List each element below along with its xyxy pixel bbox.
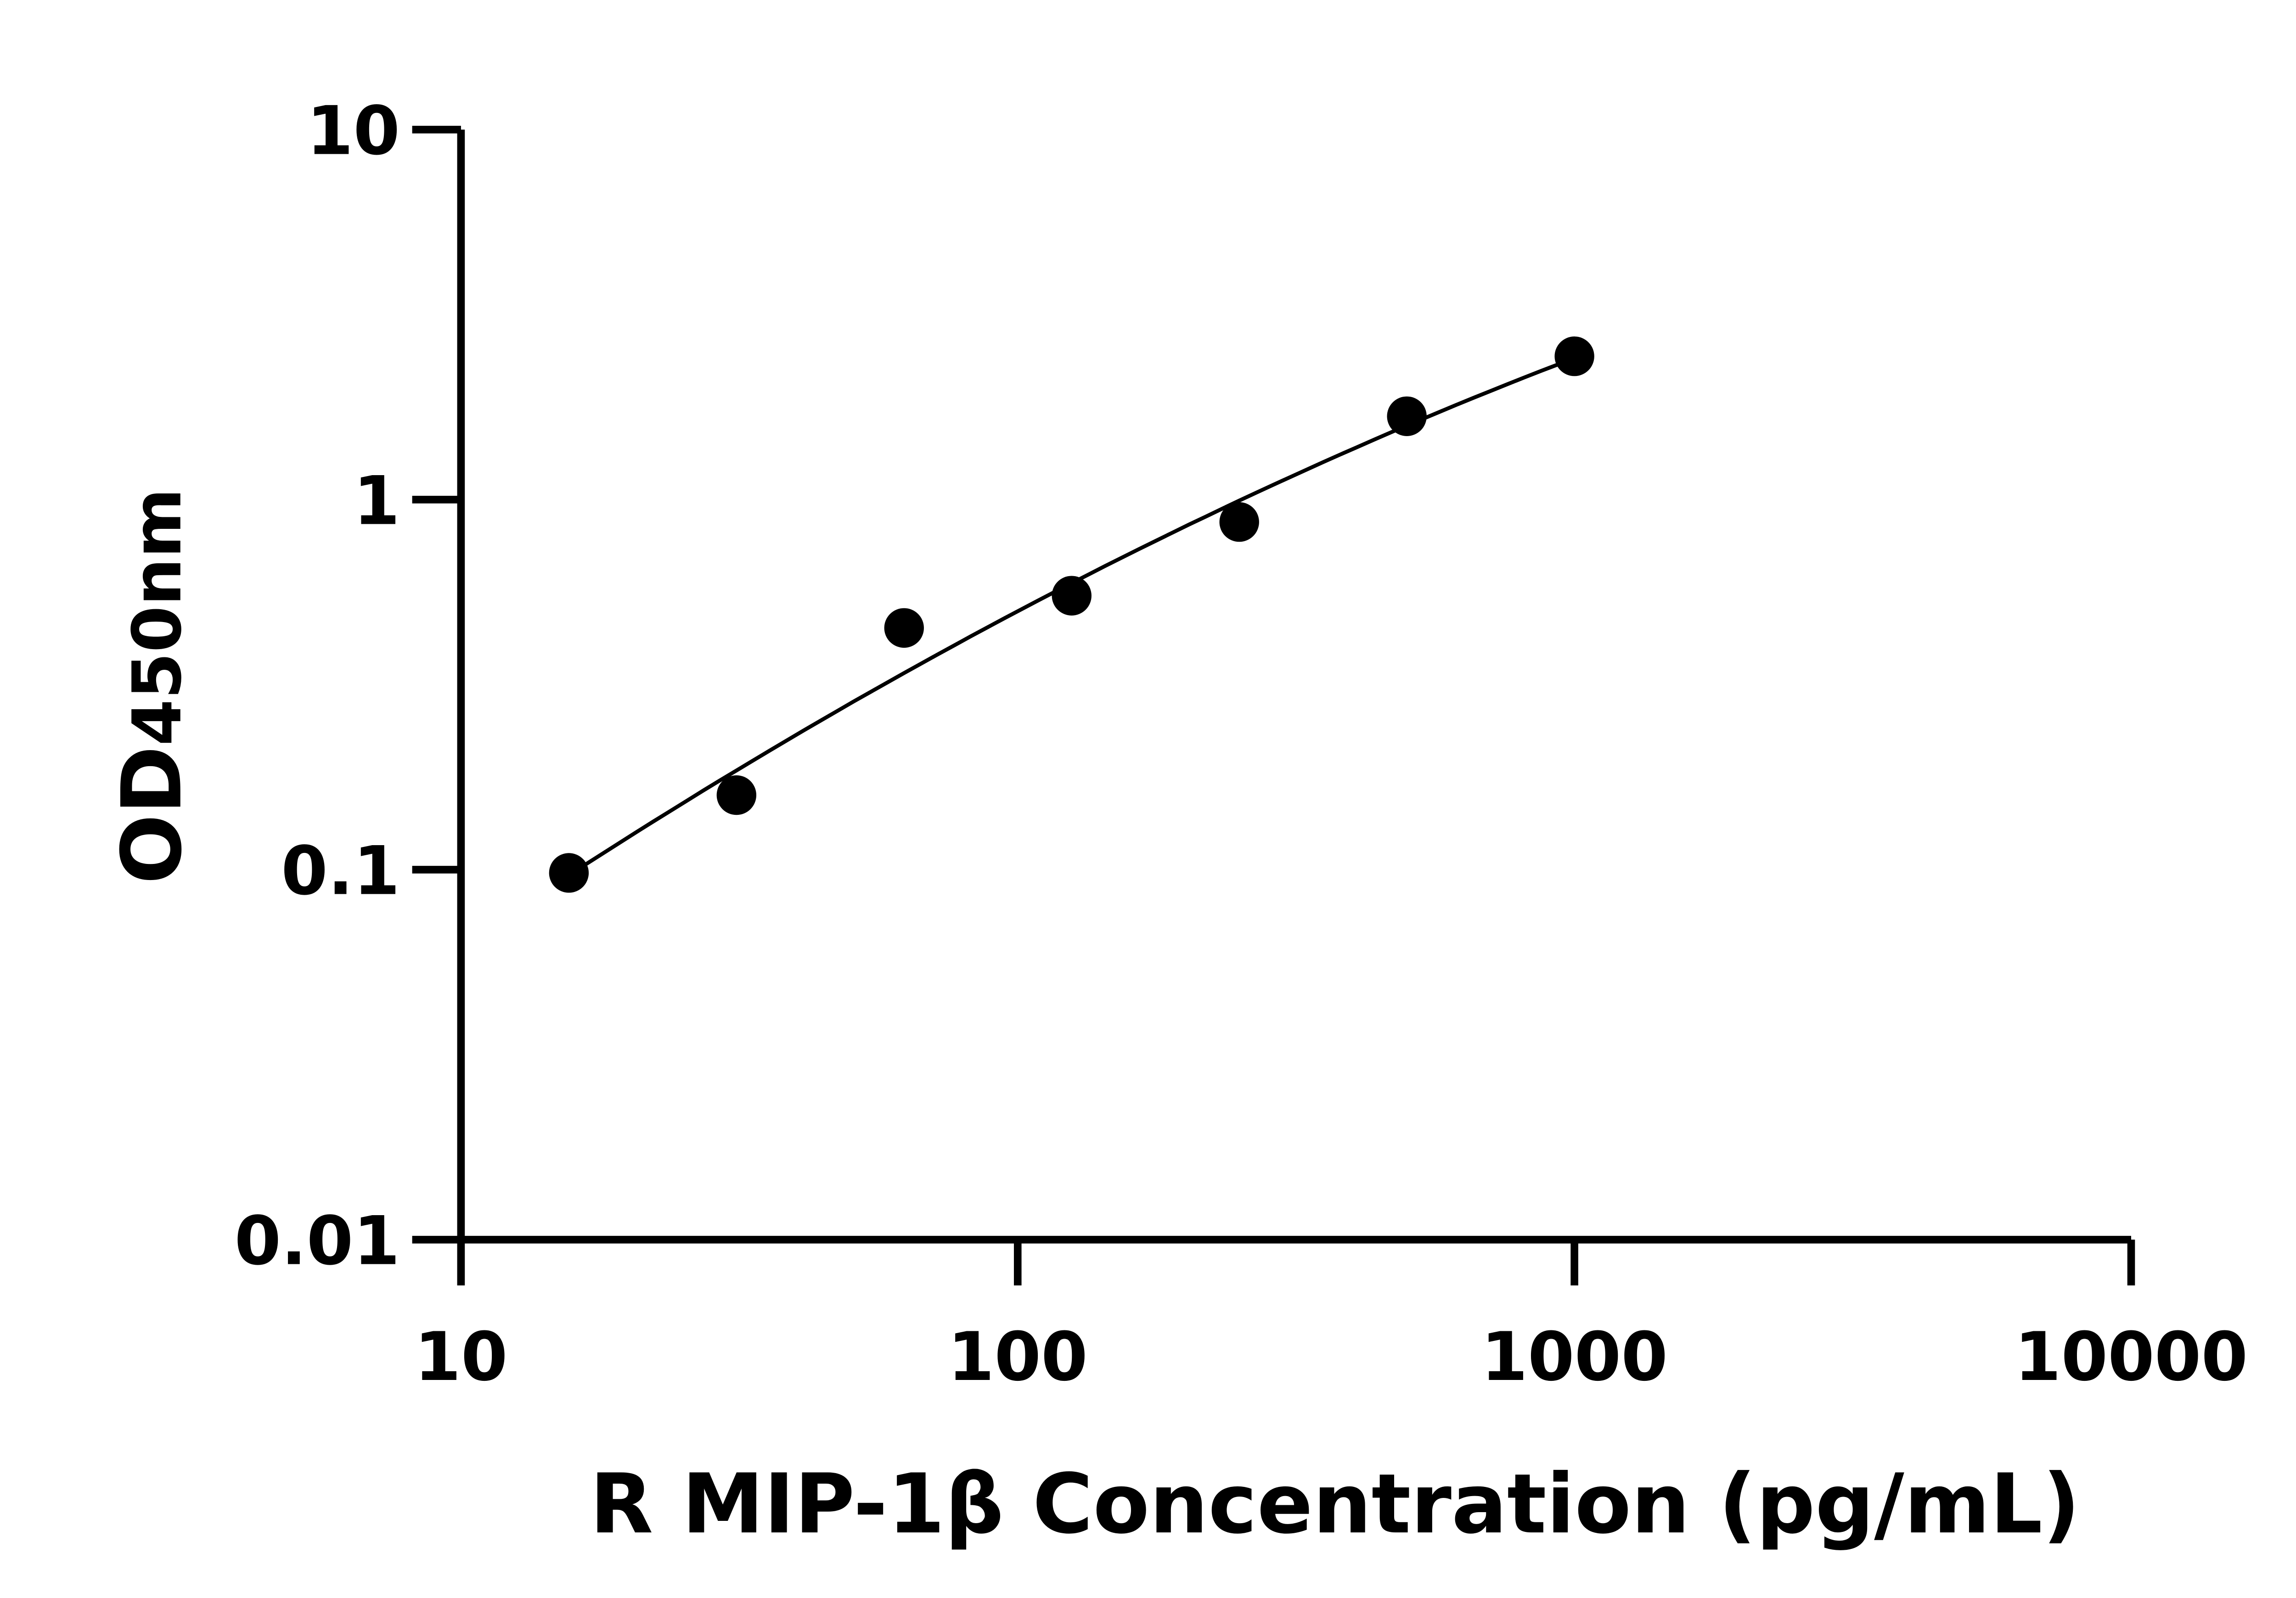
- y-tick-label: 0.01: [234, 1202, 400, 1280]
- data-point: [1052, 576, 1092, 616]
- data-points: [549, 336, 1594, 893]
- x-tick-label: 100: [948, 1318, 1088, 1396]
- axes: 10 100 1000 10000 0.01 0.1 1 10: [234, 92, 2248, 1396]
- data-point: [1387, 396, 1427, 436]
- x-axis-title: R MIP-1β Concentration (pg/mL): [590, 1457, 2080, 1552]
- data-point: [1554, 336, 1594, 376]
- data-point: [884, 608, 924, 648]
- data-point: [716, 775, 757, 815]
- x-tick-label: 10000: [2015, 1318, 2248, 1396]
- x-tick-label: 10: [414, 1318, 507, 1396]
- y-tick-label: 1: [353, 462, 400, 540]
- data-point: [549, 853, 589, 893]
- y-tick-label: 10: [307, 92, 400, 170]
- y-axis-title-main: OD: [105, 746, 200, 884]
- y-axis-title-sub: 450nm: [118, 488, 197, 746]
- y-axis-title: OD450nm: [105, 488, 200, 884]
- x-tick-label: 1000: [1481, 1318, 1668, 1396]
- y-tick-label: 0.1: [281, 832, 400, 910]
- data-point: [1219, 502, 1259, 542]
